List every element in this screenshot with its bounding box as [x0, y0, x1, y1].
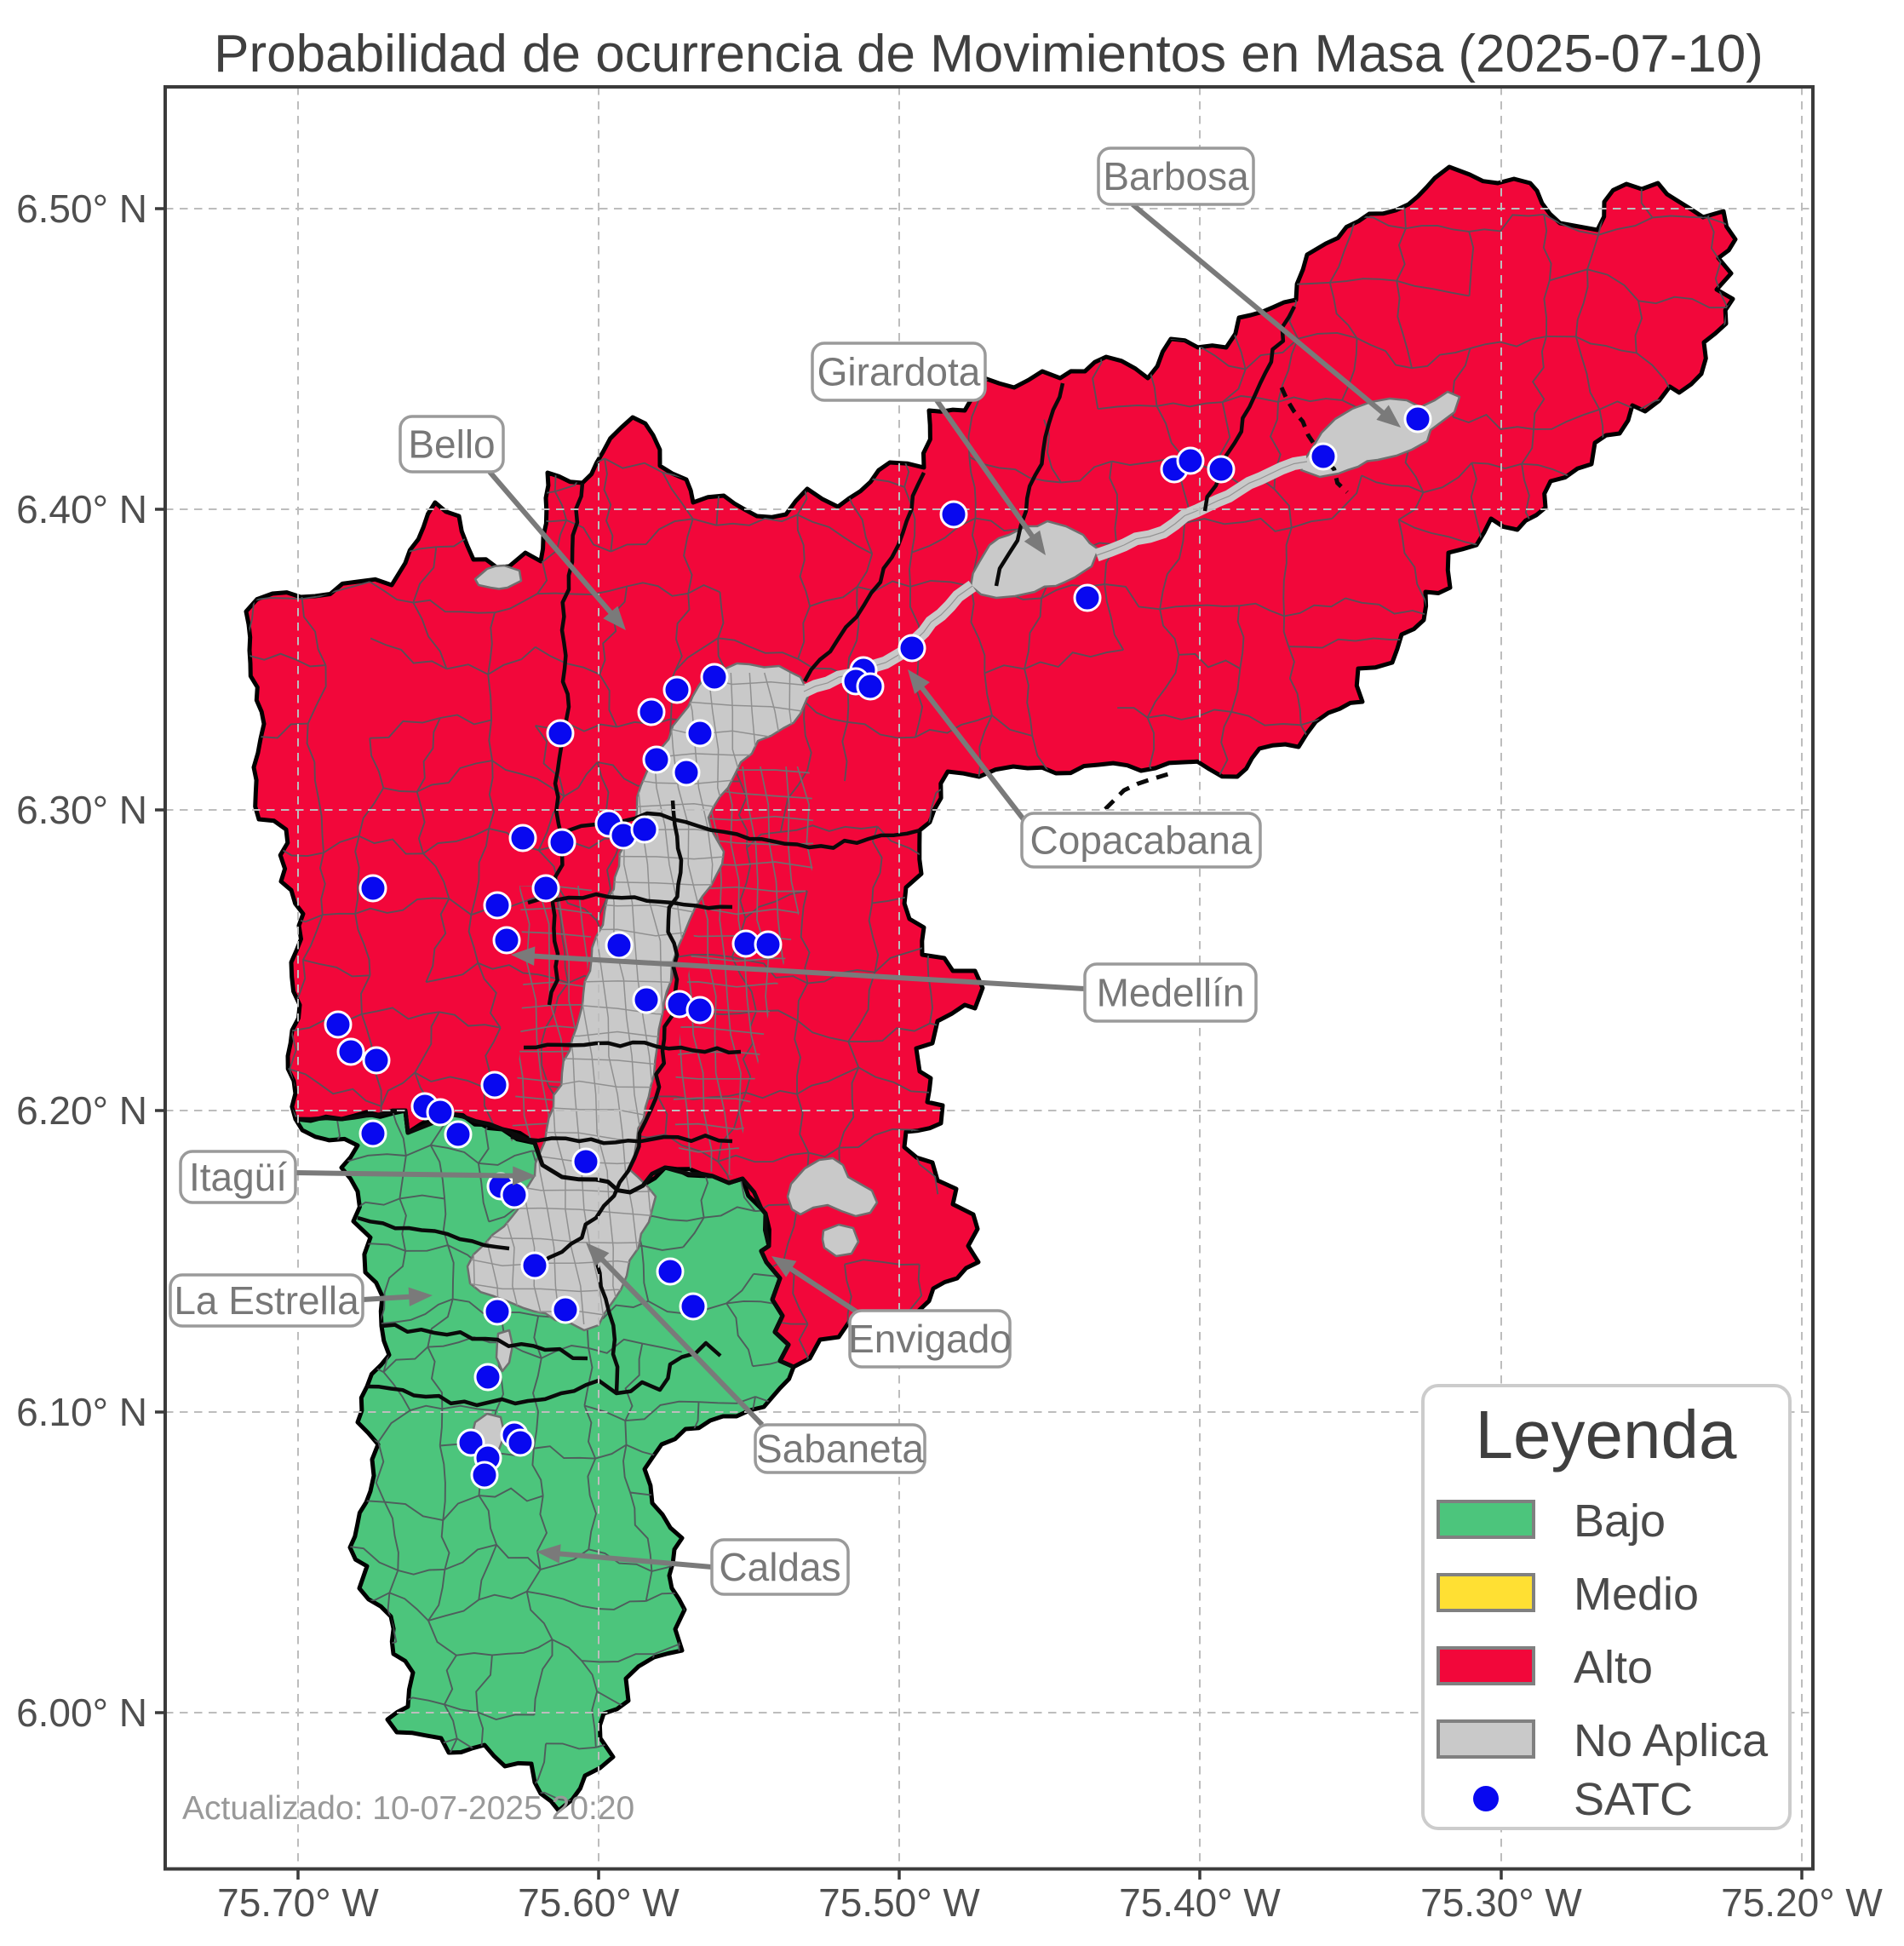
svg-text:Itagüí: Itagüí: [189, 1155, 287, 1199]
svg-text:Probabilidad de ocurrencia de: Probabilidad de ocurrencia de Movimiento…: [214, 25, 1763, 83]
svg-text:SATC: SATC: [1574, 1774, 1693, 1825]
svg-text:Bajo: Bajo: [1574, 1495, 1666, 1547]
svg-text:75.30° W: 75.30° W: [1420, 1880, 1582, 1925]
svg-text:6.10° N: 6.10° N: [16, 1390, 147, 1434]
svg-text:No Aplica: No Aplica: [1574, 1715, 1769, 1766]
svg-text:La Estrella: La Estrella: [174, 1278, 359, 1323]
svg-text:75.20° W: 75.20° W: [1721, 1880, 1883, 1925]
svg-text:6.40° N: 6.40° N: [16, 487, 147, 531]
svg-text:75.70° W: 75.70° W: [217, 1880, 379, 1925]
svg-text:Barbosa: Barbosa: [1103, 154, 1249, 198]
svg-text:Alto: Alto: [1574, 1642, 1653, 1693]
svg-text:Actualizado: 10-07-2025 20:20: Actualizado: 10-07-2025 20:20: [182, 1790, 634, 1827]
svg-text:75.50° W: 75.50° W: [818, 1880, 980, 1925]
svg-text:75.60° W: 75.60° W: [518, 1880, 680, 1925]
svg-text:Bello: Bello: [408, 422, 495, 467]
svg-text:Medellín: Medellín: [1097, 971, 1245, 1015]
svg-text:Girardota: Girardota: [817, 350, 981, 394]
svg-text:6.50° N: 6.50° N: [16, 187, 147, 231]
svg-text:Copacabana: Copacabana: [1030, 818, 1253, 863]
svg-text:Leyenda: Leyenda: [1476, 1397, 1737, 1472]
svg-text:6.30° N: 6.30° N: [16, 788, 147, 832]
svg-text:75.40° W: 75.40° W: [1119, 1880, 1281, 1925]
svg-text:Sabaneta: Sabaneta: [756, 1426, 924, 1471]
svg-text:6.00° N: 6.00° N: [16, 1691, 147, 1735]
svg-text:6.20° N: 6.20° N: [16, 1088, 147, 1133]
svg-text:Caldas: Caldas: [719, 1545, 840, 1589]
svg-text:Envigado: Envigado: [848, 1317, 1012, 1361]
svg-text:Medio: Medio: [1574, 1569, 1699, 1620]
